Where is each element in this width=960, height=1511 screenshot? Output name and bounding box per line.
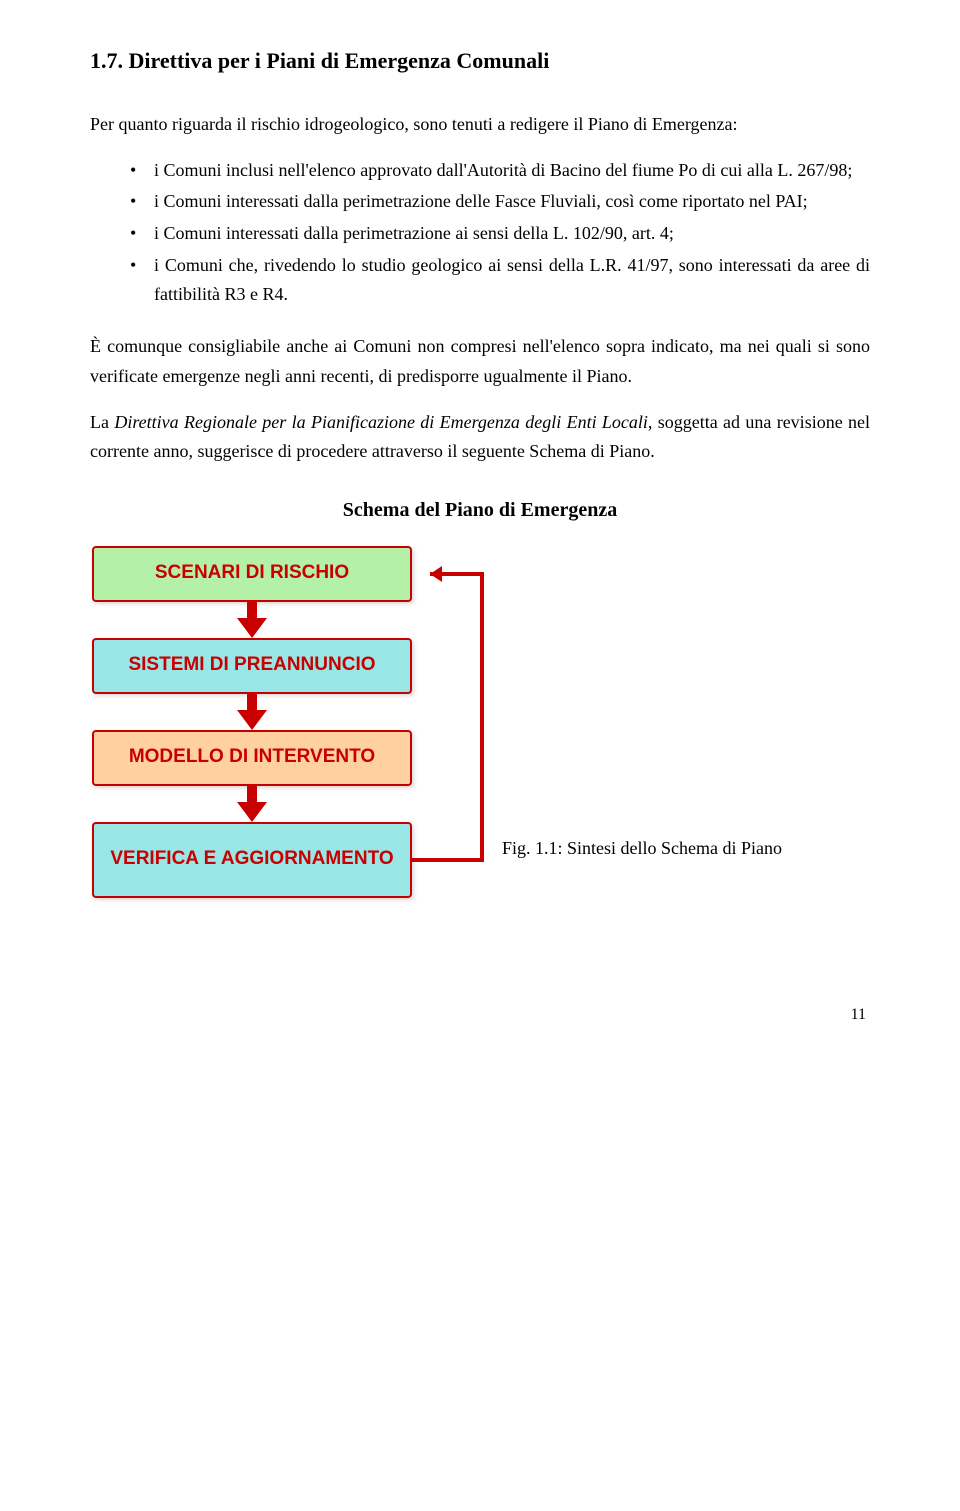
schema-title: Schema del Piano di Emergenza — [90, 499, 870, 522]
bullet-list: i Comuni inclusi nell'elenco approvato d… — [90, 156, 870, 310]
down-arrow-icon — [237, 602, 267, 638]
intro-paragraph: Per quanto riguarda il rischio idrogeolo… — [90, 110, 870, 140]
schema-box-intervento: MODELLO DI INTERVENTO — [92, 730, 412, 786]
schema-box-label: SCENARI DI RISCHIO — [155, 562, 349, 585]
down-arrow-icon — [237, 694, 267, 730]
schema-box-label: MODELLO DI INTERVENTO — [129, 746, 375, 769]
after-list-paragraph: È comunque consigliabile anche ai Comuni… — [90, 332, 870, 391]
schema-diagram: SCENARI DI RISCHIO SISTEMI DI PREANNUNCI… — [92, 546, 612, 966]
schema-box-scenari: SCENARI DI RISCHIO — [92, 546, 412, 602]
page-number: 11 — [90, 1006, 870, 1024]
list-item: i Comuni interessati dalla perimetrazion… — [130, 187, 870, 217]
schema-box-verifica: VERIFICA E AGGIORNAMENTO — [92, 822, 412, 898]
list-item: i Comuni che, rivedendo lo studio geolog… — [130, 251, 870, 310]
schema-box-label: SISTEMI DI PREANNUNCIO — [128, 654, 375, 677]
schema-box-label: VERIFICA E AGGIORNAMENTO — [110, 848, 393, 871]
directive-italic: Direttiva Regionale per la Pianificazion… — [114, 412, 648, 432]
directive-paragraph: La Direttiva Regionale per la Pianificaz… — [90, 408, 870, 467]
directive-pre: La — [90, 412, 114, 432]
down-arrow-icon — [237, 786, 267, 822]
figure-caption: Fig. 1.1: Sintesi dello Schema di Piano — [502, 834, 782, 863]
list-item: i Comuni interessati dalla perimetrazion… — [130, 219, 870, 249]
list-item: i Comuni inclusi nell'elenco approvato d… — [130, 156, 870, 186]
schema-box-preannuncio: SISTEMI DI PREANNUNCIO — [92, 638, 412, 694]
section-title: 1.7. Direttiva per i Piani di Emergenza … — [90, 48, 870, 74]
